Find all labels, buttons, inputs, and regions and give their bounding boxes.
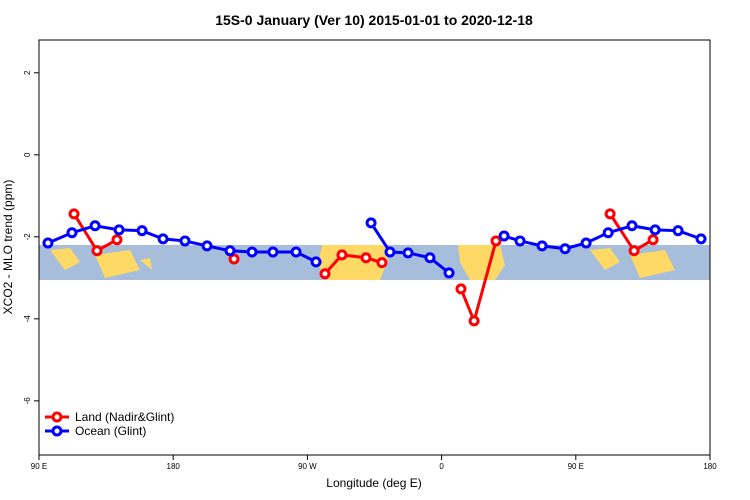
series-point	[626, 220, 638, 232]
y-tick-label: 2	[23, 70, 32, 75]
series-point	[336, 249, 348, 261]
series-point	[424, 252, 436, 264]
series-point	[580, 237, 592, 249]
plot-frame	[38, 39, 711, 456]
series-point	[559, 243, 571, 255]
series-point	[647, 234, 659, 246]
series-point	[111, 234, 123, 246]
series-point	[290, 246, 302, 258]
series-point	[602, 227, 614, 239]
series-point	[42, 237, 54, 249]
x-tick-label: 90 W	[298, 462, 317, 471]
x-tick-label: 180	[703, 462, 717, 471]
series-point	[157, 233, 169, 245]
y-axis-label: XCO2 - MLO trend (ppm)	[1, 180, 15, 315]
x-tick-label: 180	[167, 462, 181, 471]
map-band	[39, 245, 710, 280]
x-tick-label: 90 E	[568, 462, 584, 471]
series-point	[498, 230, 510, 242]
series-point	[672, 225, 684, 237]
series-point	[246, 246, 258, 258]
series-point	[66, 227, 78, 239]
y-tick-label: -2	[23, 233, 32, 241]
series-point	[310, 256, 322, 268]
series-point	[68, 208, 80, 220]
series-point	[365, 217, 377, 229]
series-point	[319, 268, 331, 280]
y-tick-label: -4	[23, 315, 32, 323]
x-tick-label: 90 E	[31, 462, 47, 471]
series-point	[113, 224, 125, 236]
series-point	[267, 246, 279, 258]
legend-label: Ocean (Glint)	[75, 424, 146, 438]
chart-title: 15S-0 January (Ver 10) 2015-01-01 to 202…	[215, 12, 533, 28]
y-tick-label: -6	[23, 397, 32, 405]
legend-marker	[51, 425, 63, 437]
series-point	[514, 235, 526, 247]
y-tick-label: 0	[23, 152, 32, 157]
series-point	[179, 235, 191, 247]
series-point	[649, 224, 661, 236]
series-point	[695, 233, 707, 245]
series-point	[443, 267, 455, 279]
series-point	[201, 240, 213, 252]
series-point	[604, 208, 616, 220]
series-point	[628, 245, 640, 257]
series-point	[360, 252, 372, 264]
series-point	[468, 315, 480, 327]
x-axis-label: Longitude (deg E)	[326, 476, 421, 490]
legend-marker	[51, 411, 63, 423]
legend-label: Land (Nadir&Glint)	[75, 410, 174, 424]
series-point	[89, 220, 101, 232]
series-point	[402, 247, 414, 259]
series-point	[536, 240, 548, 252]
series-point	[490, 235, 502, 247]
series-point	[91, 245, 103, 257]
series-point	[228, 253, 240, 265]
series-point	[136, 225, 148, 237]
series-point	[384, 246, 396, 258]
series-point	[376, 257, 388, 269]
series-point	[455, 283, 467, 295]
series-point	[224, 245, 236, 257]
x-tick-label: 0	[439, 462, 444, 471]
